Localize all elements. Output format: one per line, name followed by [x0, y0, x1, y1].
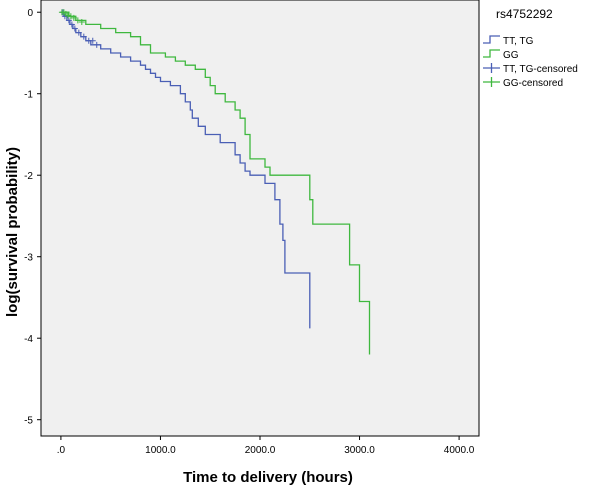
y-tick-label: -1 — [24, 90, 33, 101]
y-tick-label: -4 — [24, 334, 33, 345]
censor-mark-0 — [65, 17, 72, 24]
y-axis-title: log(survival probability) — [4, 147, 21, 317]
censor-mark-0 — [68, 21, 75, 28]
x-axis-title: Time to delivery (hours) — [183, 469, 353, 486]
series-layer — [58, 9, 371, 355]
censor-mark-1 — [64, 12, 71, 19]
censor-mark-0 — [71, 25, 78, 32]
censor-mark-0 — [75, 29, 82, 36]
legend-swatch-line — [483, 35, 500, 44]
x-tick-label: 2000.0 — [245, 445, 276, 456]
legend-label: GG — [503, 50, 519, 61]
series-line-0 — [60, 11, 311, 329]
y-tick-label: -5 — [24, 416, 33, 427]
y-tick-label: -2 — [24, 171, 33, 182]
x-tick-label: .0 — [57, 445, 66, 456]
legend-swatch-line — [483, 49, 500, 58]
legend-label: TT, TG-censored — [503, 64, 578, 75]
legend: rs4752292 TT, TG GG TT, TG-censored GG-cens… — [483, 7, 578, 89]
censor-mark-0 — [89, 37, 96, 44]
censor-mark-1 — [78, 19, 85, 26]
censor-mark-0 — [80, 33, 87, 40]
x-tick-label: 1000.0 — [145, 445, 176, 456]
censor-mark-0 — [93, 41, 100, 48]
x-tick-label: 3000.0 — [344, 445, 375, 456]
x-tick-label: 4000.0 — [444, 445, 475, 456]
y-tick-label: -3 — [24, 253, 33, 264]
y-tick-label: 0 — [27, 8, 33, 19]
axes-layer: .0 1000.0 2000.0 3000.0 4000.0 0 -1 -2 -3 -4 -5 — [24, 8, 475, 456]
censor-mark-1 — [74, 17, 81, 24]
series-line-1 — [60, 11, 371, 355]
censor-mark-1 — [70, 14, 77, 21]
legend-label: GG-censored — [503, 78, 563, 89]
legend-label: TT, TG — [503, 36, 534, 47]
legend-title: rs4752292 — [496, 7, 553, 21]
plot-background — [40, 0, 480, 437]
